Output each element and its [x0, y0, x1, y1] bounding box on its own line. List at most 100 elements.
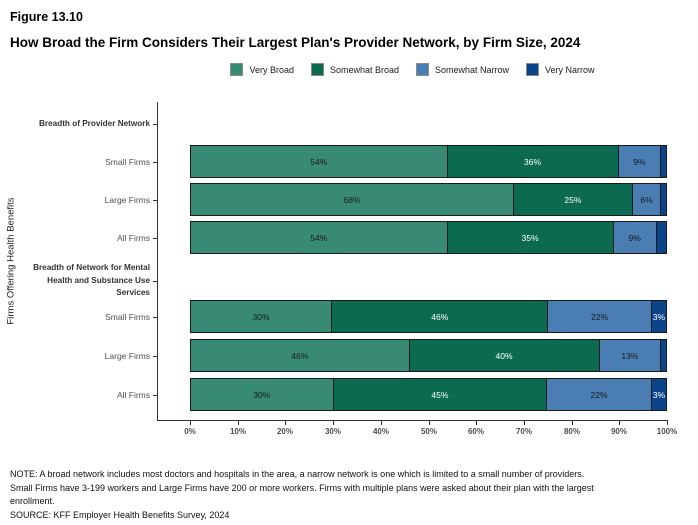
- x-axis-tick: [476, 420, 477, 425]
- segment-value-label: 45%: [431, 389, 449, 400]
- y-axis-tick: [153, 281, 157, 282]
- group-header-label: Breadth of Network for Mental Health and …: [33, 263, 150, 298]
- bar-segment: 46%: [191, 340, 410, 371]
- footnote-line: enrollment.: [10, 496, 55, 506]
- x-axis-tick: [285, 420, 286, 425]
- bar-segment: [661, 340, 666, 371]
- bar-segment: 22%: [547, 379, 652, 410]
- category-label: Small Firms: [105, 311, 150, 322]
- y-axis-tick: [153, 356, 157, 357]
- segment-value-label: 68%: [343, 194, 361, 205]
- bar-segment: 45%: [333, 379, 548, 410]
- y-axis-tick: [153, 238, 157, 239]
- bar-segment: 13%: [599, 340, 662, 371]
- y-axis-line: [157, 102, 158, 421]
- legend-item: Somewhat Broad: [310, 63, 400, 76]
- bar-segment: 9%: [618, 146, 662, 177]
- footnote-line: SOURCE: KFF Employer Health Benefits Sur…: [10, 509, 230, 520]
- y-axis-tick: [153, 317, 157, 318]
- bar-row: 30% 45% 22% 3%: [190, 378, 667, 411]
- bar-segment: 9%: [613, 222, 657, 253]
- legend-item: Very Narrow: [526, 63, 595, 76]
- legend-swatch: [416, 63, 430, 76]
- segment-value-label: 3%: [652, 389, 666, 400]
- category-label: Small Firms: [105, 156, 150, 167]
- segment-value-label: 40%: [495, 350, 513, 361]
- bar-segment: 46%: [332, 301, 549, 332]
- x-tick-label: 90%: [610, 427, 627, 436]
- bar-segment: [661, 146, 666, 177]
- segment-value-label: 22%: [591, 311, 609, 322]
- group-header-label: Breadth of Provider Network: [38, 118, 150, 128]
- segment-value-label: 6%: [640, 194, 653, 205]
- x-axis-tick: [572, 420, 573, 425]
- bar-row: 46% 40% 13%: [190, 339, 667, 372]
- legend-item: Very Broad: [230, 63, 294, 76]
- x-tick-label: 60%: [467, 427, 484, 436]
- segment-value-label: 9%: [633, 156, 646, 167]
- segment-value-label: 25%: [564, 194, 582, 205]
- bar-row: 54% 36% 9%: [190, 145, 667, 178]
- legend-label: Very Broad: [249, 64, 294, 75]
- x-axis-tick: [381, 420, 382, 425]
- x-axis-tick: [429, 420, 430, 425]
- x-tick-label: 30%: [324, 427, 341, 436]
- category-label: Large Firms: [104, 194, 150, 205]
- bar-segment: 54%: [191, 222, 448, 253]
- bar-segment: 22%: [548, 301, 652, 332]
- segment-value-label: 54%: [310, 232, 328, 243]
- x-tick-label: 100%: [656, 427, 678, 436]
- legend-label: Very Narrow: [545, 64, 595, 75]
- segment-value-label: 22%: [590, 389, 608, 400]
- segment-value-label: 30%: [253, 389, 271, 400]
- legend-swatch: [526, 63, 540, 76]
- category-label: All Firms: [116, 389, 150, 400]
- bar-segment: 30%: [191, 301, 333, 332]
- legend: Very Broad Somewhat Broad Somewhat Narrow V…: [157, 63, 668, 76]
- segment-value-label: 13%: [621, 350, 639, 361]
- x-axis-tick: [619, 420, 620, 425]
- bar-row: 30% 46% 22% 3%: [190, 300, 667, 333]
- bar-segment: 54%: [191, 146, 448, 177]
- bar-segment: 40%: [409, 340, 600, 371]
- segment-value-label: 54%: [310, 156, 328, 167]
- segment-value-label: 46%: [431, 311, 449, 322]
- footnote-line: NOTE: A broad network includes most doct…: [10, 469, 585, 479]
- x-tick-label: 40%: [372, 427, 389, 436]
- x-tick-label: 20%: [276, 427, 293, 436]
- x-axis-tick: [238, 420, 239, 425]
- y-axis-tick: [153, 395, 157, 396]
- segment-value-label: 36%: [523, 156, 541, 167]
- y-axis-tick: [153, 162, 157, 163]
- x-tick-label: 10%: [229, 427, 246, 436]
- figure-number-label: Figure 13.10: [10, 10, 83, 24]
- x-axis-tick: [190, 420, 191, 425]
- legend-label: Somewhat Narrow: [435, 64, 510, 75]
- segment-value-label: 35%: [521, 232, 539, 243]
- category-label: Large Firms: [104, 350, 150, 361]
- chart-title: How Broad the Firm Considers Their Large…: [10, 35, 581, 50]
- bar-row: 68% 25% 6%: [190, 183, 667, 216]
- bar-segment: [656, 222, 666, 253]
- x-axis-tick: [333, 420, 334, 425]
- category-label: All Firms: [116, 232, 150, 243]
- legend-label: Somewhat Broad: [329, 64, 400, 75]
- bar-segment: 3%: [651, 301, 666, 332]
- bar-segment: [661, 184, 666, 215]
- x-tick-label: 70%: [515, 427, 532, 436]
- footnotes: NOTE: A broad network includes most doct…: [10, 468, 695, 522]
- footnote-line: Small Firms have 3-199 workers and Large…: [10, 482, 594, 493]
- bar-segment: 30%: [191, 379, 334, 410]
- bar-segment: 3%: [651, 379, 666, 410]
- x-axis-tick: [667, 420, 668, 425]
- bar-segment: 25%: [514, 184, 633, 215]
- legend-swatch: [230, 63, 244, 76]
- bar-row: 54% 35% 9%: [190, 221, 667, 254]
- legend-swatch: [310, 63, 324, 76]
- y-axis-tick: [153, 200, 157, 201]
- x-axis-line: [157, 420, 668, 421]
- bar-segment: 36%: [447, 146, 619, 177]
- x-axis-tick: [524, 420, 525, 425]
- y-axis-tick: [153, 124, 157, 125]
